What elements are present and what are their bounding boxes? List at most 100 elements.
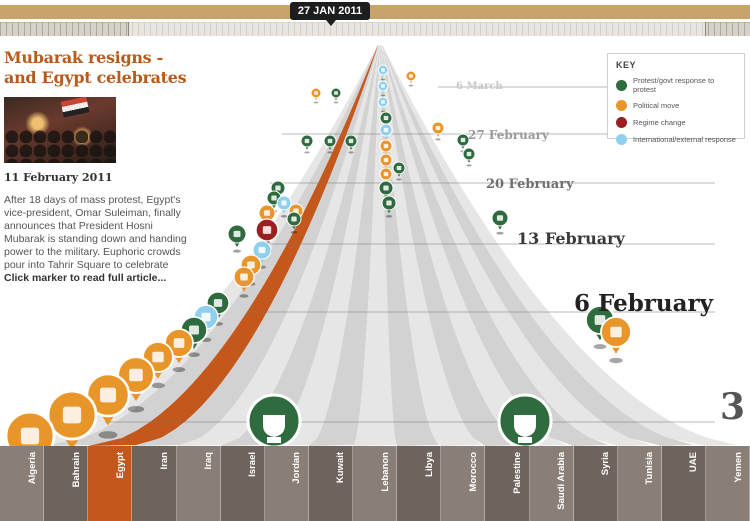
event-marker[interactable]	[46, 389, 98, 446]
country-iraq[interactable]: Iraq	[176, 446, 221, 521]
week-label-30-january: 3	[720, 386, 746, 428]
event-marker[interactable]	[379, 139, 393, 159]
event-marker[interactable]	[4, 410, 56, 446]
event-marker[interactable]	[330, 87, 342, 104]
lane-lebanon	[352, 45, 397, 446]
country-label: Iraq	[203, 452, 215, 470]
country-label: Bahrain	[70, 452, 82, 488]
event-marker[interactable]	[300, 134, 314, 154]
article-body-text: After 18 days of mass protest, Egypt's v…	[4, 194, 187, 271]
country-label: Saudi Arabia	[556, 452, 568, 510]
lane-morocco	[380, 45, 482, 446]
events-visualization	[0, 45, 737, 446]
country-label: Lebanon	[379, 452, 391, 492]
country-uae[interactable]: UAE	[661, 446, 706, 521]
country-israel[interactable]: Israel	[220, 446, 265, 521]
country-syria[interactable]: Syria	[573, 446, 618, 521]
week-label-6-march: 6 March	[456, 81, 503, 92]
week-label-6-february: 6 February	[574, 290, 714, 317]
event-marker[interactable]	[377, 96, 389, 113]
lane-saudi-arabia	[381, 45, 567, 446]
event-marker[interactable]	[405, 70, 417, 87]
protest-fist-marker[interactable]	[497, 393, 553, 446]
key-item-protest: Protest/govt response to protest	[616, 76, 736, 94]
country-saudi-arabia[interactable]: Saudi Arabia	[529, 446, 574, 521]
country-label: Palestine	[511, 452, 523, 494]
event-marker[interactable]	[377, 64, 389, 81]
current-date-marker[interactable]: 27 JAN 2011	[290, 2, 370, 26]
country-morocco[interactable]: Morocco	[441, 446, 486, 521]
event-marker[interactable]	[491, 209, 509, 235]
article-title[interactable]: Mubarak resigns - and Egypt celebrates	[4, 48, 187, 87]
article-body: After 18 days of mass protest, Egypt's v…	[4, 194, 194, 285]
country-libya[interactable]: Libya	[397, 446, 442, 521]
key-item-label: Protest/govt response to protest	[633, 76, 715, 94]
country-kuwait[interactable]: Kuwait	[308, 446, 353, 521]
lane-egypt	[88, 45, 379, 446]
fist-icon	[514, 415, 536, 443]
event-marker[interactable]	[276, 195, 292, 218]
country-label: Jordan	[291, 452, 303, 484]
country-egypt[interactable]: Egypt	[88, 446, 133, 521]
event-marker[interactable]	[323, 134, 337, 154]
event-marker[interactable]	[456, 133, 470, 153]
country-iran[interactable]: Iran	[132, 446, 177, 521]
lane-iran	[132, 45, 379, 446]
country-jordan[interactable]: Jordan	[264, 446, 309, 521]
country-yemen[interactable]: Yemen	[706, 446, 750, 521]
read-more-link[interactable]: Click marker to read full article...	[4, 272, 167, 284]
country-algeria[interactable]: Algeria	[0, 446, 45, 521]
timeline-ticks	[0, 22, 750, 36]
week-label-27-february: 27 February	[468, 128, 549, 142]
article-photo[interactable]	[4, 97, 116, 163]
country-label: Tunisia	[644, 452, 656, 485]
political-dot-icon	[616, 100, 627, 111]
country-lebanon[interactable]: Lebanon	[353, 446, 398, 521]
country-label: Morocco	[467, 452, 479, 492]
country-label: Algeria	[26, 452, 38, 485]
country-axis: Algeria Bahrain Egypt Iran Iraq Israel Jordan K…	[0, 446, 750, 521]
event-marker[interactable]	[377, 80, 389, 97]
international-dot-icon	[616, 134, 627, 145]
protest-dot-icon	[616, 79, 627, 91]
event-marker[interactable]	[392, 161, 406, 181]
country-palestine[interactable]: Palestine	[485, 446, 530, 521]
country-label: Kuwait	[335, 452, 347, 484]
key-item-label: Political move	[633, 101, 680, 110]
country-label: Libya	[423, 452, 435, 477]
protest-fist-marker[interactable]	[246, 393, 302, 446]
key-item-international: International/external response	[616, 134, 736, 145]
event-marker[interactable]	[431, 121, 445, 141]
timeline-window-handle[interactable]	[128, 22, 706, 36]
country-bahrain[interactable]: Bahrain	[44, 446, 89, 521]
lane-libya	[380, 45, 439, 446]
event-marker[interactable]	[462, 147, 476, 167]
fist-icon	[263, 415, 285, 443]
event-marker[interactable]	[310, 87, 322, 104]
event-marker[interactable]	[381, 195, 397, 218]
event-marker[interactable]	[600, 316, 632, 364]
article-date: 11 February 2011	[4, 171, 113, 184]
country-label: UAE	[688, 452, 700, 473]
week-label-13-february: 13 February	[517, 229, 625, 248]
lane-israel	[220, 45, 380, 446]
country-label: Israel	[247, 452, 259, 477]
event-marker[interactable]	[227, 224, 247, 253]
event-marker[interactable]	[344, 134, 358, 154]
key-item-regime: Regime change	[616, 117, 736, 128]
event-marker[interactable]	[252, 240, 272, 269]
event-marker[interactable]	[286, 211, 302, 234]
lane-kuwait	[308, 45, 380, 446]
event-marker[interactable]	[233, 266, 255, 298]
article-panel: Mubarak resigns - and Egypt celebrates 1…	[4, 48, 194, 285]
lane-jordan	[264, 45, 380, 446]
lane-iraq	[176, 45, 379, 446]
country-label: Syria	[600, 452, 612, 476]
country-tunisia[interactable]: Tunisia	[617, 446, 662, 521]
timeline-track	[0, 5, 750, 19]
week-label-20-february: 20 February	[486, 177, 574, 192]
country-label: Yemen	[732, 452, 744, 483]
timeline-bar[interactable]: 27 JAN 2011	[0, 0, 750, 38]
regime-dot-icon	[616, 117, 627, 128]
legend-key: KEY Protest/govt response to protest Pol…	[607, 53, 745, 145]
